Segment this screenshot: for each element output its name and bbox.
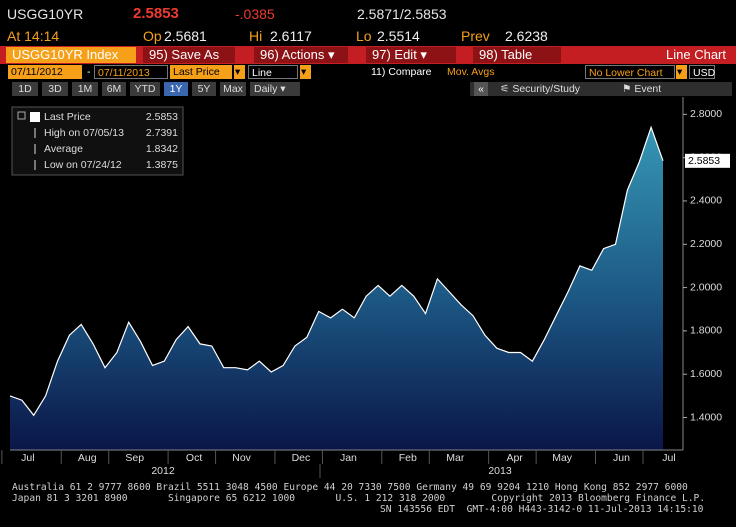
- button-label: 95) Save As: [149, 47, 220, 62]
- low-label: Lo: [356, 28, 372, 44]
- x-tick-label: Aug: [78, 452, 97, 464]
- x-tick-label: Nov: [232, 452, 251, 464]
- event-button[interactable]: ⚑ Event: [622, 83, 662, 95]
- prev-label: Prev: [461, 28, 490, 44]
- y-tick-label: 1.8000: [690, 325, 722, 337]
- open: 2.5681: [164, 28, 207, 44]
- study-button[interactable]: ⚟ Security/Study: [500, 83, 581, 95]
- lower-chart-select[interactable]: No Lower Chart: [585, 65, 675, 79]
- end-date[interactable]: 07/11/2013: [94, 65, 168, 79]
- compare-button[interactable]: 11) Compare: [371, 66, 432, 78]
- toolbar-button[interactable]: 97) Edit ▾: [366, 47, 456, 63]
- button-label: 98) Table: [479, 47, 533, 62]
- footer-line: Australia 61 2 9777 8600 Brazil 5511 304…: [12, 482, 688, 493]
- x-tick-label: Oct: [186, 452, 202, 464]
- toolbar-button[interactable]: 98) Table: [473, 47, 561, 63]
- legend-label: Last Price: [44, 111, 91, 123]
- period-button[interactable]: YTD: [130, 82, 160, 96]
- period-button[interactable]: 1Y: [164, 82, 188, 96]
- legend-toggle: [17, 111, 26, 120]
- frequency-select[interactable]: Daily ▾: [250, 82, 300, 96]
- toolbar-button[interactable]: 96) Actions ▾: [254, 47, 348, 63]
- ticker: USGG10YR: [7, 6, 84, 22]
- legend-value: 1.8342: [146, 143, 178, 155]
- x-tick-label: Jun: [613, 452, 630, 464]
- dropdown-arrow[interactable]: ▾: [300, 65, 311, 79]
- frequency: Daily: [254, 83, 278, 95]
- low: 2.5514: [377, 28, 420, 44]
- legend-value: 2.5853: [146, 111, 178, 123]
- view-label: Line Chart: [666, 47, 726, 62]
- x-tick-label: Feb: [399, 452, 417, 464]
- x-tick-label: Jan: [340, 452, 357, 464]
- legend: Last Price 2.5853 High on 07/05/13 2.7391 Av…: [11, 106, 184, 176]
- y-tick-label: 2.8000: [690, 108, 722, 120]
- x-tick-label: May: [552, 452, 573, 464]
- high-label: Hi: [249, 28, 263, 44]
- x-tick-label: Sep: [125, 452, 144, 464]
- prev: 2.6238: [505, 28, 548, 44]
- study-bar: [470, 82, 732, 96]
- x-tick-label: Apr: [506, 452, 523, 464]
- legend-value: 1.3875: [146, 159, 178, 171]
- collapse-button[interactable]: «: [474, 82, 488, 96]
- legend-label: High on 07/05/13: [44, 127, 124, 139]
- period-button[interactable]: 5Y: [192, 82, 216, 96]
- x-group-label: 2012: [151, 465, 175, 477]
- x-tick-label: Jul: [21, 452, 34, 464]
- change: -.0385: [235, 6, 275, 22]
- footer-line: SN 143556 EDT GMT-4:00 H443-3142-0 11-Ju…: [380, 504, 704, 515]
- period-button[interactable]: 3D: [42, 82, 68, 96]
- event-label: Event: [634, 83, 662, 95]
- y-tick-label: 1.6000: [690, 368, 722, 380]
- period-button[interactable]: 1M: [72, 82, 98, 96]
- legend-value: 2.7391: [146, 127, 178, 139]
- mov-avgs-button[interactable]: Mov. Avgs: [447, 66, 495, 78]
- period-button[interactable]: 6M: [102, 82, 126, 96]
- x-tick-label: Mar: [446, 452, 465, 464]
- security-field[interactable]: USGG10YR Index: [6, 47, 136, 63]
- area: [10, 127, 663, 451]
- footer-line: Japan 81 3 3201 8900 Singapore 65 6212 1…: [12, 493, 706, 504]
- y-tick-label: 2.0000: [690, 281, 722, 293]
- line: [9, 125, 664, 417]
- x-group-label: 2013: [488, 465, 512, 477]
- study-label: Security/Study: [512, 83, 581, 95]
- legend-box: [11, 106, 184, 176]
- open-label: Op: [143, 28, 162, 44]
- start-date[interactable]: 07/11/2012: [8, 65, 82, 79]
- x-tick-label: Dec: [292, 452, 311, 464]
- dropdown-arrow[interactable]: ▾: [676, 65, 687, 79]
- toolbar-button[interactable]: 95) Save As: [143, 47, 235, 63]
- legend-label: Average: [44, 143, 83, 155]
- y-tick-label: 1.4000: [690, 411, 722, 423]
- price: 2.5853: [133, 5, 179, 22]
- x-tick-label: Jul: [662, 452, 675, 464]
- field-select[interactable]: Last Price: [170, 65, 232, 79]
- period-button[interactable]: 1D: [12, 82, 38, 96]
- high: 2.6117: [270, 28, 312, 44]
- button-label: 97) Edit: [372, 47, 417, 62]
- last-value-box: [685, 153, 730, 168]
- button-label: 96) Actions: [260, 47, 325, 62]
- bid-ask: 2.5871/2.5853: [357, 6, 447, 22]
- y-tick-label: 2.2000: [690, 238, 722, 250]
- time: At 14:14: [7, 28, 60, 44]
- legend-swatch: [30, 112, 40, 122]
- date-separator: -: [87, 66, 91, 78]
- currency-select[interactable]: USD: [689, 65, 715, 79]
- legend-label: Low on 07/24/12: [44, 159, 122, 171]
- style-select[interactable]: Line: [248, 65, 298, 79]
- y-tick-label: 2.4000: [690, 195, 722, 207]
- chart: 1.40001.60001.80002.00002.20002.40002.60…: [1, 97, 730, 478]
- dropdown-arrow[interactable]: ▾: [234, 65, 245, 79]
- last-value-label: 2.5853: [688, 155, 720, 167]
- period-button[interactable]: Max: [220, 82, 246, 96]
